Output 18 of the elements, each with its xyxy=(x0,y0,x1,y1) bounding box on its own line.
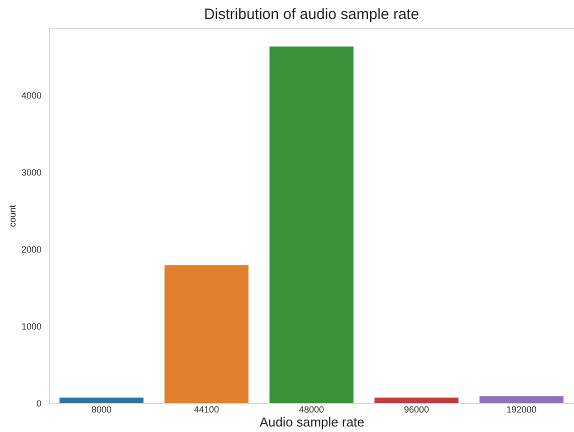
y-axis-title: count xyxy=(7,204,18,228)
x-tick-label: 44100 xyxy=(194,404,220,414)
bar xyxy=(480,396,564,403)
y-tick-label: 3000 xyxy=(21,167,42,178)
x-tick-label: 8000 xyxy=(91,404,112,414)
x-tick-label: 96000 xyxy=(404,404,430,414)
chart-title: Distribution of audio sample rate xyxy=(204,6,420,23)
y-tick-label: 2000 xyxy=(21,244,42,254)
y-tick-label: 4000 xyxy=(21,90,42,100)
bar xyxy=(164,265,248,403)
y-tick-label: 0 xyxy=(36,398,42,408)
x-tick-label: 48000 xyxy=(298,404,324,414)
bar xyxy=(60,398,144,403)
x-axis-title: Audio sample rate xyxy=(260,414,364,430)
y-tick-label: 1000 xyxy=(21,322,42,332)
bar xyxy=(270,46,354,403)
bar xyxy=(374,398,458,403)
x-tick-label: 192000 xyxy=(506,404,537,414)
